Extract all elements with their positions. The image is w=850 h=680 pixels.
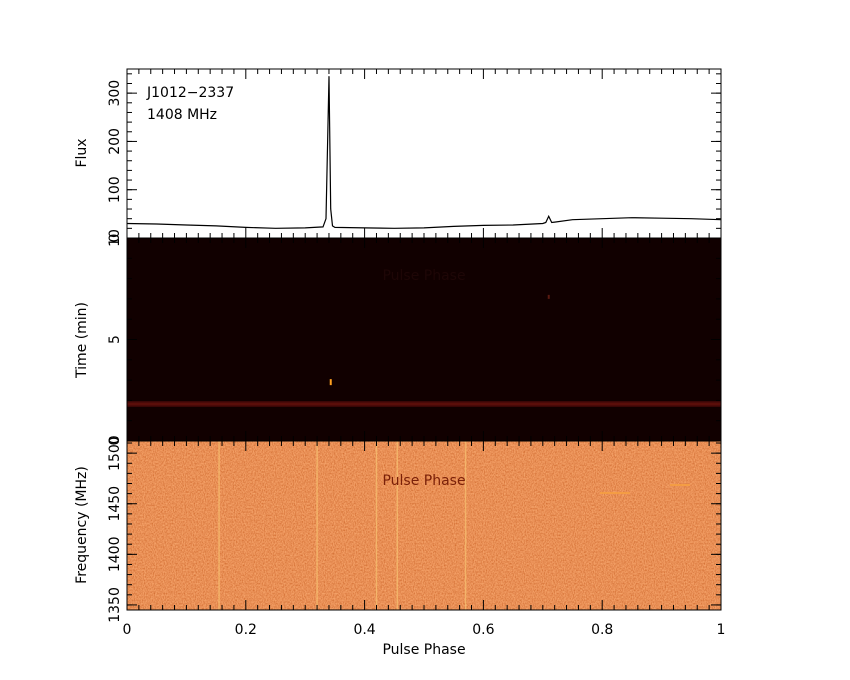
frequency-phase-panel: Pulse Phase <box>127 441 721 610</box>
frequency-phase-frame: 1350 1400 1450 1500 0 0.2 0.4 0.6 0.8 1 Frequenc… <box>74 435 725 658</box>
profile-series-line <box>126 76 722 229</box>
frequency-phase-y-axis-label: Frequency (MHz) <box>74 466 90 584</box>
time-phase-y-tick-labels: 0 5 10 <box>107 229 123 445</box>
time-phase-y-axis-label: Time (min) <box>74 302 90 379</box>
frequency-phase-y-tick-labels: 1350 1400 1450 1500 <box>107 435 123 622</box>
frequency-phase-heatmap-noise <box>127 441 721 610</box>
frequency-phase-ticks <box>126 441 722 610</box>
y-tick-label: 1450 <box>107 486 123 522</box>
frequency-phase-bright-streak <box>600 492 630 494</box>
y-tick-label: 10 <box>107 229 123 247</box>
time-phase-frame: 0 5 10 Time (min) <box>74 229 722 445</box>
y-tick-label: 0 <box>107 234 123 243</box>
y-tick-label: 0 <box>107 437 123 446</box>
y-tick-label: 200 <box>107 128 123 155</box>
profile-panel: J1012−2337 1408 MHz 0 100 200 300 Flux <box>74 68 722 243</box>
y-tick-label: 100 <box>107 176 123 203</box>
time-phase-faint-spot <box>547 294 550 299</box>
x-tick-label: 0.6 <box>472 622 494 638</box>
frequency-annotation: 1408 MHz <box>147 107 217 123</box>
x-tick-labels: 0 0.2 0.4 0.6 0.8 1 <box>123 622 726 638</box>
time-phase-bright-spot <box>329 379 332 386</box>
x-tick-label: 0.2 <box>235 622 257 638</box>
time-phase-ticks <box>126 237 722 442</box>
x-tick-label: 0.8 <box>591 622 613 638</box>
y-tick-label: 300 <box>107 80 123 107</box>
y-tick-label: 1500 <box>107 435 123 471</box>
x-tick-label: 0 <box>123 622 132 638</box>
x-tick-label: 1 <box>717 622 726 638</box>
x-tick-label: 0.4 <box>353 622 375 638</box>
time-phase-heatmap <box>127 238 721 441</box>
y-tick-label: 5 <box>107 335 123 344</box>
frequency-phase-bright-streak-2 <box>670 484 690 486</box>
y-tick-label: 1400 <box>107 537 123 573</box>
pulsar-name-label: J1012−2337 <box>146 85 234 101</box>
time-phase-band-core <box>127 402 721 406</box>
profile-y-tick-labels: 0 100 200 300 <box>107 80 123 243</box>
time-phase-panel: Pulse Phase <box>127 238 721 441</box>
x-axis-label: Pulse Phase <box>382 642 465 658</box>
profile-y-axis-label: Flux <box>74 138 90 167</box>
frequency-phase-overlay-text: Pulse Phase <box>382 473 465 489</box>
frequency-phase-vertical-lines <box>218 441 467 610</box>
y-tick-label: 1350 <box>107 587 123 623</box>
time-phase-overlay-text: Pulse Phase <box>382 268 465 284</box>
